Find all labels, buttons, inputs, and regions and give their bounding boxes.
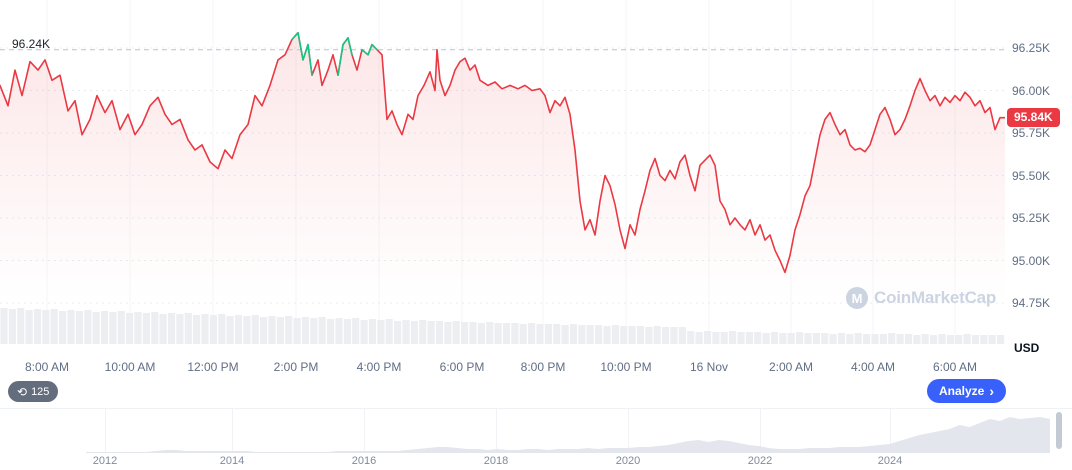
minimap-year-label: 2022 [747, 455, 773, 467]
price-axis-tick: 96.00K [1012, 84, 1051, 98]
minimap-year-label: 2018 [483, 455, 509, 467]
minimap-year-gridline [364, 409, 365, 453]
high-price-label: 96.24K [12, 37, 51, 51]
price-axis-tick: 96.25K [1012, 41, 1051, 55]
minimap-year-gridline [628, 409, 629, 453]
time-axis-tick: 4:00 AM [850, 360, 896, 374]
minimap-year-label: 2024 [877, 455, 903, 467]
time-axis-tick: 8:00 PM [520, 360, 566, 374]
time-axis-tick: 4:00 PM [356, 360, 402, 374]
price-line-chart [0, 31, 1005, 352]
time-axis-tick: 8:00 AM [24, 360, 70, 374]
time-axis-tick: 2:00 AM [768, 360, 814, 374]
price-axis-tick: 95.25K [1012, 211, 1051, 225]
minimap-year-label: 2012 [92, 455, 118, 467]
current-price-badge: 95.84K [1007, 108, 1060, 127]
price-axis-tick: 94.75K [1012, 296, 1051, 310]
price-axis-tick: 95.75K [1012, 126, 1051, 140]
main-chart-plot[interactable] [0, 0, 1005, 355]
minimap-year-gridline [890, 409, 891, 453]
minimap-year-gridline [105, 409, 106, 453]
time-axis-tick: 6:00 AM [932, 360, 978, 374]
minimap-year-gridline [496, 409, 497, 453]
minimap-scroll-handle[interactable] [1056, 412, 1062, 449]
time-axis-tick: 2:00 PM [273, 360, 319, 374]
time-axis-tick: 16 Nov [689, 360, 729, 374]
price-axis-tick: 95.50K [1012, 169, 1051, 183]
history-count-button[interactable]: ⟲ 125 [8, 381, 59, 402]
chevron-right-icon: › [989, 383, 994, 399]
minimap-year-label: 2020 [615, 455, 641, 467]
analyze-label: Analyze [938, 384, 985, 398]
minimap-year-label: 2014 [219, 455, 245, 467]
minimap-year-gridline [760, 409, 761, 453]
minimap-year-gridline [232, 409, 233, 453]
time-axis-tick: 10:00 PM [600, 360, 652, 374]
timeline-minimap[interactable]: 2012 2014 2016 2018 2020 2022 2024 [0, 408, 1072, 470]
time-axis-tick: 6:00 PM [439, 360, 485, 374]
currency-label: USD [1014, 341, 1040, 355]
time-axis-tick: 10:00 AM [104, 360, 156, 374]
coinmarketcap-logo-icon: M [846, 287, 868, 309]
minimap-year-label: 2016 [351, 455, 377, 467]
minimap-area-chart [86, 417, 1050, 453]
time-axis-tick: 12:00 PM [187, 360, 239, 374]
price-axis-tick: 95.00K [1012, 254, 1051, 268]
history-count-label: 125 [31, 385, 50, 398]
analyze-button[interactable]: Analyze › [926, 379, 1006, 403]
watermark: M CoinMarketCap [846, 287, 996, 309]
history-icon: ⟲ [17, 384, 28, 399]
watermark-text: CoinMarketCap [874, 288, 997, 307]
